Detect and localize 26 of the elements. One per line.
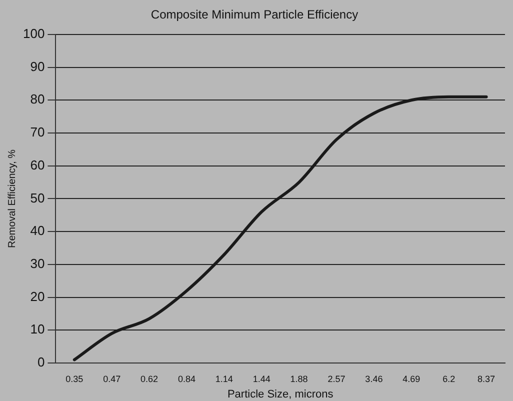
y-tick-label: 10 bbox=[30, 322, 45, 337]
y-tick-label: 90 bbox=[30, 58, 45, 74]
x-tick-label: 0.84 bbox=[178, 374, 196, 384]
chart-title: Composite Minimum Particle Efficiency bbox=[150, 8, 358, 22]
y-tick-label: 60 bbox=[30, 157, 45, 172]
x-axis-title: Particle Size, microns bbox=[227, 388, 334, 400]
x-tick-label: 6.2 bbox=[442, 374, 456, 384]
y-tick-label: 30 bbox=[30, 256, 45, 271]
x-tick-label: 2.57 bbox=[328, 374, 346, 384]
x-tick-label: 0.62 bbox=[140, 374, 158, 384]
x-tick-label: 1.88 bbox=[290, 374, 308, 384]
y-tick-label: 100 bbox=[22, 26, 45, 41]
x-tick-label: 0.35 bbox=[66, 374, 84, 384]
x-tick-label: 4.69 bbox=[402, 374, 420, 384]
y-tick-label: 20 bbox=[30, 288, 45, 304]
x-tick-label: 1.44 bbox=[252, 374, 270, 384]
x-tick-label: 0.47 bbox=[103, 374, 121, 384]
y-tick-label: 70 bbox=[30, 124, 45, 140]
x-tick-label: 8.37 bbox=[478, 374, 496, 384]
x-tick-label: 1.14 bbox=[215, 374, 233, 384]
y-axis-title: Removal Efficiency, % bbox=[6, 149, 18, 248]
y-tick-label: 50 bbox=[30, 190, 45, 206]
y-tick-label: 80 bbox=[30, 92, 45, 107]
y-tick-label: 0 bbox=[37, 354, 45, 370]
x-tick-label: 3.46 bbox=[365, 374, 383, 384]
y-tick-label: 40 bbox=[30, 223, 45, 238]
